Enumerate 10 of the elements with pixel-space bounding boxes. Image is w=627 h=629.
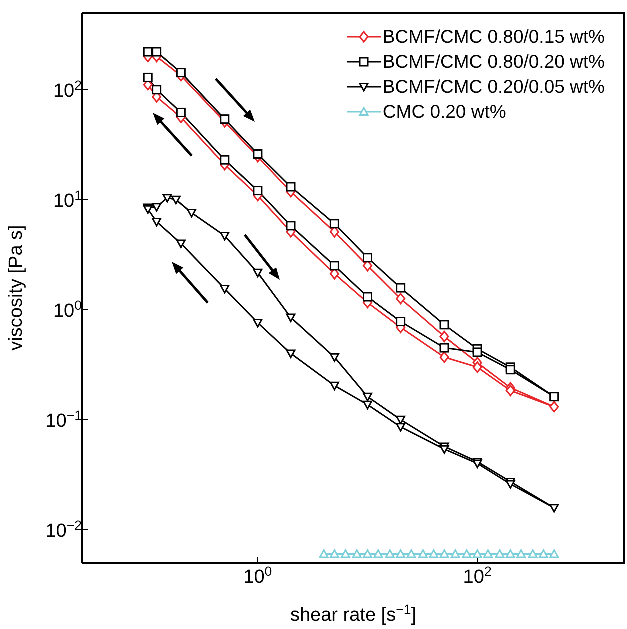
y-axis-title: viscosity [Pa s]: [6, 225, 27, 351]
y-tick-label: 10$^{2}$: [53, 77, 82, 102]
legend-label: CMC 0.20 wt%: [382, 100, 506, 124]
legend-label: BCMF/CMC 0.80/0.15 wt%: [382, 25, 605, 49]
legend-label: BCMF/CMC 0.20/0.05 wt%: [382, 75, 605, 99]
y-tick-label: 10$^{1}$: [53, 187, 82, 212]
legend-label: BCMF/CMC 0.80/0.20 wt%: [382, 50, 605, 74]
y-tick-label: 10$^{−2}$: [46, 517, 82, 542]
x-axis-title: shear rate [s$^{−1}$]: [290, 602, 417, 626]
y-tick-label: 10$^{−1}$: [46, 407, 82, 432]
